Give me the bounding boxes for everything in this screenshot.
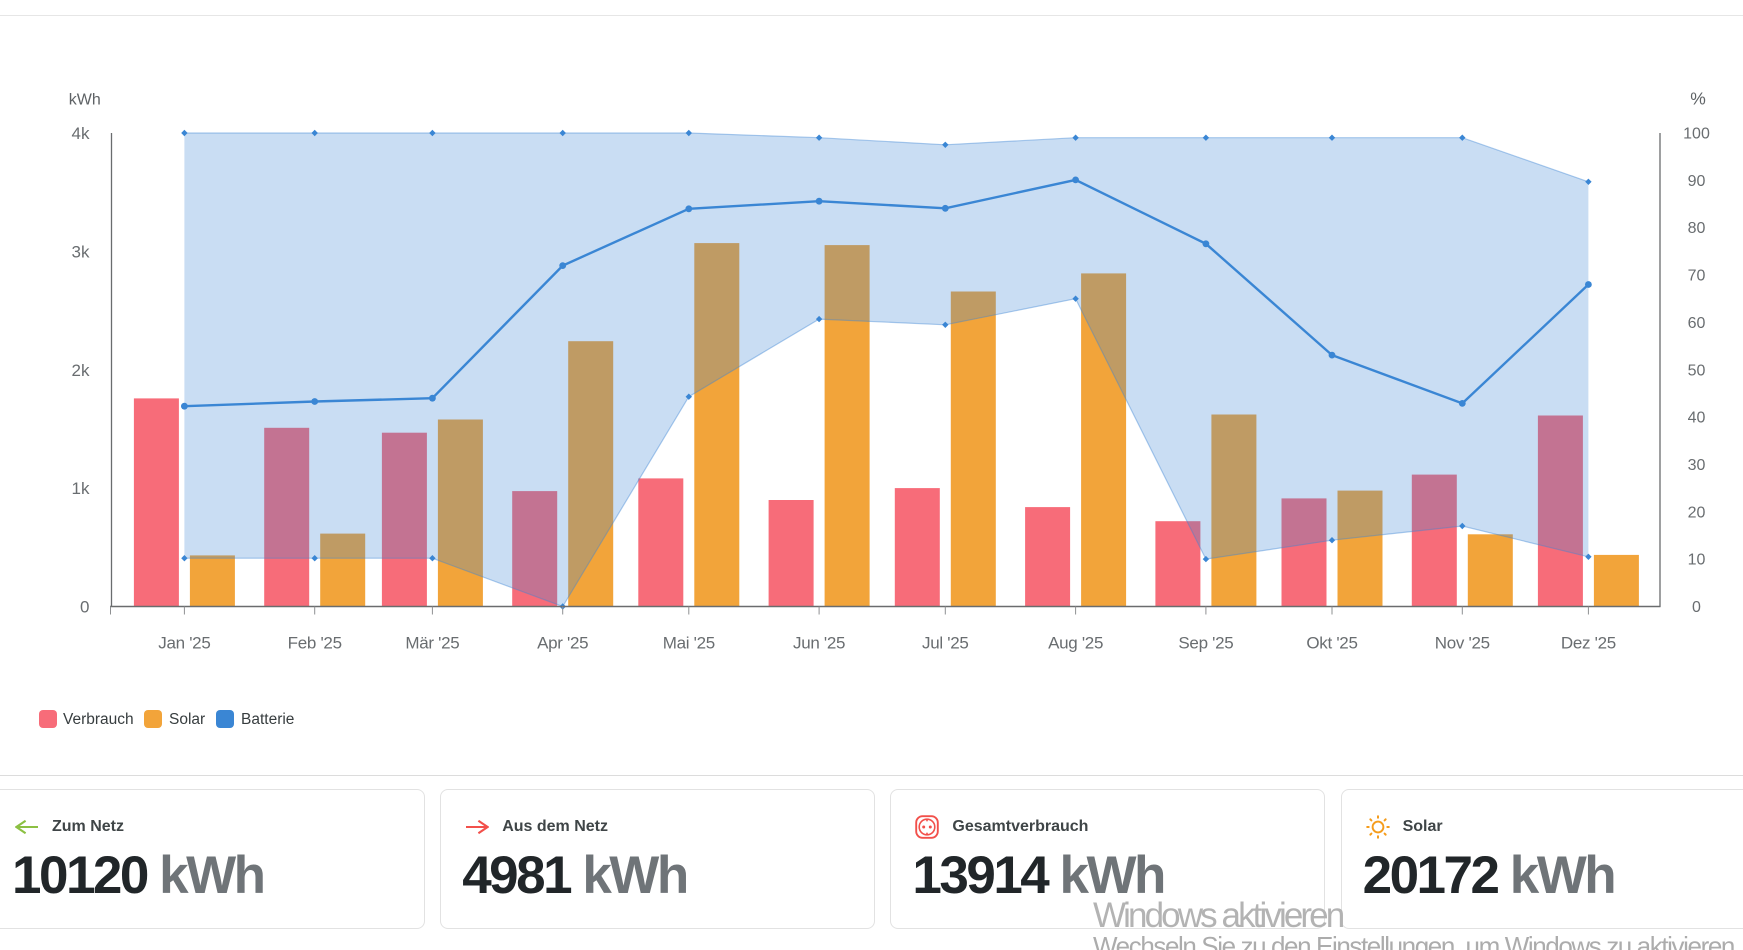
svg-text:Apr '25: Apr '25 [537, 633, 588, 652]
svg-text:40: 40 [1688, 410, 1706, 427]
svg-text:Dez '25: Dez '25 [1561, 633, 1616, 652]
svg-text:80: 80 [1688, 220, 1706, 237]
svg-text:Jul '25: Jul '25 [922, 633, 969, 652]
svg-text:Feb '25: Feb '25 [288, 633, 342, 652]
svg-text:2k: 2k [72, 361, 90, 380]
svg-text:60: 60 [1688, 315, 1706, 332]
svg-text:0: 0 [80, 598, 89, 617]
svg-text:20: 20 [1688, 504, 1706, 521]
svg-text:Jun '25: Jun '25 [793, 633, 845, 652]
svg-text:100: 100 [1683, 126, 1710, 143]
svg-text:70: 70 [1688, 268, 1706, 285]
svg-text:Nov '25: Nov '25 [1435, 633, 1490, 652]
svg-text:%: % [1690, 89, 1706, 109]
svg-text:Mai '25: Mai '25 [663, 633, 715, 652]
svg-text:90: 90 [1688, 173, 1706, 190]
svg-text:3k: 3k [72, 242, 90, 261]
svg-text:1k: 1k [72, 479, 90, 498]
svg-text:Aug '25: Aug '25 [1048, 633, 1103, 652]
svg-text:30: 30 [1688, 457, 1706, 474]
svg-text:Okt '25: Okt '25 [1306, 633, 1357, 652]
svg-text:kWh: kWh [69, 92, 101, 109]
svg-text:0: 0 [1692, 599, 1701, 616]
svg-text:Jan '25: Jan '25 [158, 633, 210, 652]
svg-text:10: 10 [1688, 552, 1706, 569]
svg-text:Mär '25: Mär '25 [405, 633, 459, 652]
svg-text:4k: 4k [72, 124, 90, 143]
svg-text:Sep '25: Sep '25 [1178, 633, 1233, 652]
svg-text:50: 50 [1688, 362, 1706, 379]
